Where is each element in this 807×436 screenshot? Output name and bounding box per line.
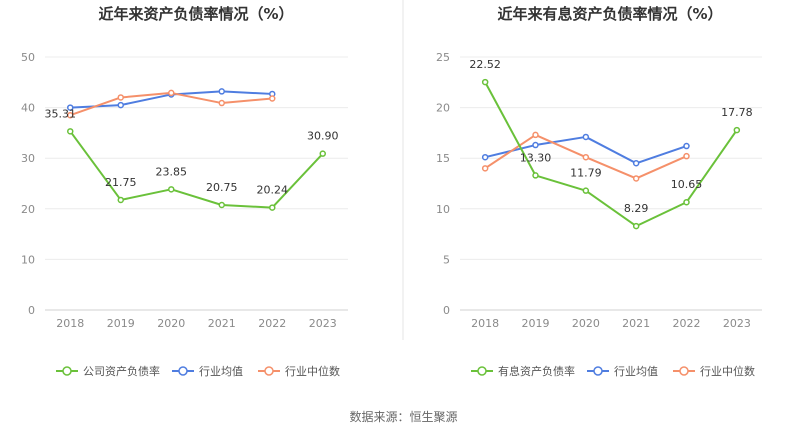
- x-tick-label: 2018: [471, 317, 499, 330]
- x-tick-label: 2019: [522, 317, 550, 330]
- data-label: 23.85: [156, 165, 188, 178]
- data-label: 17.78: [721, 106, 753, 119]
- data-point: [481, 153, 489, 161]
- legend-label: 行业中位数: [700, 364, 755, 378]
- debt-ratio-chart: 近年来资产负债率情况（%） 0 10 20 30 40 50 2018 2019 2020 2021…: [21, 5, 348, 378]
- data-point: [117, 196, 124, 204]
- data-point: [582, 187, 590, 194]
- y-tick-label: 20: [21, 203, 35, 216]
- x-tick-label: 2021: [622, 317, 650, 330]
- y-tick-label: 30: [21, 152, 35, 165]
- data-point: [168, 89, 175, 97]
- data-label: 11.79: [570, 167, 602, 180]
- data-point: [269, 95, 276, 102]
- y-tick-label: 10: [21, 253, 35, 266]
- y-tick-label: 5: [443, 253, 450, 266]
- interest-bearing-debt-ratio-chart: 近年来有息资产负债率情况（%） 0 5 10 15 20 25 2018 2019 2020 202…: [436, 5, 762, 378]
- data-point: [532, 131, 539, 139]
- chart-title: 近年来有息资产负债率情况（%）: [497, 5, 722, 23]
- data-point: [67, 104, 74, 111]
- data-point: [481, 78, 489, 86]
- data-point: [319, 150, 326, 157]
- legend-label: 行业中位数: [285, 364, 340, 378]
- x-tick-label: 2020: [157, 317, 185, 330]
- data-point: [269, 204, 276, 211]
- data-label: 13.30: [520, 151, 552, 164]
- x-tick-label: 2022: [673, 317, 701, 330]
- legend-marker: [264, 366, 274, 376]
- data-point: [218, 99, 225, 107]
- y-tick-label: 0: [28, 304, 35, 317]
- data-label: 21.75: [105, 176, 137, 189]
- data-point: [683, 142, 690, 150]
- legend-item[interactable]: 有息资产负债率: [471, 364, 575, 378]
- legend-marker: [593, 366, 603, 376]
- data-point: [168, 186, 175, 193]
- legend-marker: [679, 366, 689, 376]
- data-label: 8.29: [624, 202, 649, 215]
- data-label: 30.90: [307, 130, 339, 143]
- data-source-note: 数据来源：恒生聚源: [349, 409, 457, 424]
- data-point: [117, 94, 124, 101]
- legend-marker: [178, 366, 188, 376]
- data-point: [481, 165, 489, 172]
- data-point: [218, 201, 225, 209]
- data-point: [683, 152, 690, 160]
- x-tick-label: 2020: [572, 317, 600, 330]
- data-point: [582, 153, 590, 161]
- data-point: [683, 198, 690, 206]
- series-line: [69, 130, 324, 209]
- x-tick-label: 2018: [56, 317, 84, 330]
- data-point: [632, 222, 640, 230]
- legend-marker: [62, 366, 72, 376]
- legend-item[interactable]: 公司资产负债率: [56, 364, 160, 378]
- legend-label: 有息资产负债率: [498, 364, 575, 378]
- data-point: [582, 133, 590, 141]
- legend-label: 行业均值: [199, 365, 243, 378]
- legend-label: 公司资产负债率: [83, 364, 160, 378]
- data-label: 10.65: [671, 178, 703, 191]
- x-tick-label: 2023: [309, 317, 337, 330]
- x-tick-label: 2019: [107, 317, 135, 330]
- x-tick-label: 2022: [258, 317, 286, 330]
- y-tick-label: 40: [21, 102, 35, 115]
- x-tick-label: 2023: [723, 317, 751, 330]
- data-point: [67, 111, 74, 119]
- y-tick-label: 25: [436, 51, 450, 64]
- y-tick-label: 10: [436, 203, 450, 216]
- legend-item[interactable]: 行业中位数: [673, 364, 755, 378]
- y-tick-label: 0: [443, 304, 450, 317]
- y-tick-label: 50: [21, 51, 35, 64]
- data-point: [532, 141, 539, 149]
- legend-item[interactable]: 行业均值: [172, 365, 243, 378]
- data-label: 22.52: [469, 58, 501, 71]
- data-point: [117, 101, 124, 109]
- data-point: [67, 128, 74, 135]
- data-label: 20.75: [206, 181, 238, 194]
- legend-marker: [477, 366, 487, 376]
- legend-label: 行业均值: [614, 365, 658, 378]
- series-line: [484, 81, 738, 228]
- data-label: 35.31: [45, 107, 77, 120]
- data-point: [218, 88, 225, 95]
- x-tick-label: 2021: [208, 317, 236, 330]
- legend-item[interactable]: 行业中位数: [258, 364, 340, 378]
- data-label: 20.24: [257, 184, 289, 197]
- data-point: [733, 126, 741, 134]
- data-point: [632, 175, 640, 182]
- data-point: [632, 160, 640, 167]
- chart-title: 近年来资产负债率情况（%）: [98, 5, 293, 23]
- y-tick-label: 20: [436, 102, 450, 115]
- data-point: [532, 172, 539, 179]
- y-tick-label: 15: [436, 152, 450, 165]
- legend-item[interactable]: 行业均值: [587, 365, 658, 378]
